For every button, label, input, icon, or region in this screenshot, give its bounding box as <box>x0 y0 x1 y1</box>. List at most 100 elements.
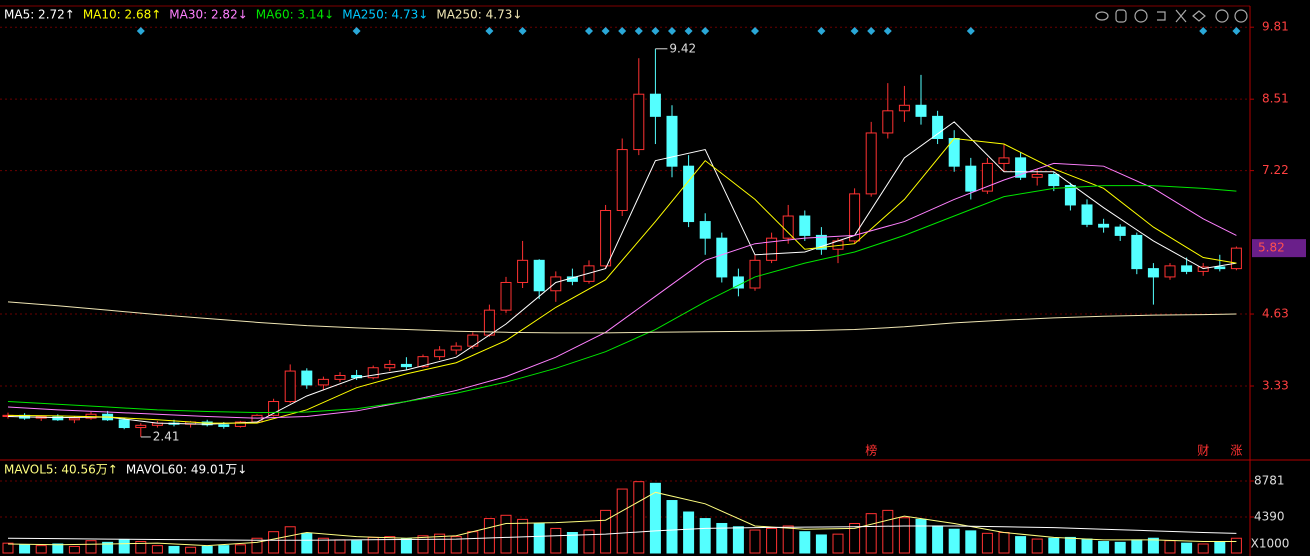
candle-body <box>301 370 313 386</box>
legend-entry: MAVOL5: 40.56万↑ <box>4 463 118 477</box>
legend-entry: MA5: 2.72↑ <box>4 8 75 22</box>
volume-bar <box>1214 541 1226 554</box>
volume-bar <box>417 535 429 554</box>
candle-body <box>334 374 346 380</box>
ma-line <box>7 491 1237 547</box>
candle-body <box>683 165 695 223</box>
volume-bar <box>683 511 695 554</box>
volume-bar <box>268 531 280 554</box>
volume-bar <box>832 533 844 554</box>
candle-body <box>218 424 230 427</box>
candle-body <box>400 363 412 368</box>
volume-bar <box>19 544 31 554</box>
candle-body <box>600 209 612 267</box>
zoom-in-icon[interactable] <box>1215 9 1229 23</box>
volume-bar <box>168 545 180 554</box>
candle-body <box>1131 234 1143 270</box>
volume-bar <box>1230 537 1242 554</box>
legend-entry: MA10: 2.68↑ <box>83 8 161 22</box>
volume-bar <box>334 539 346 554</box>
candle-body <box>882 110 894 134</box>
volume-bar <box>998 532 1010 554</box>
candle-body <box>616 149 628 211</box>
volume-bar <box>1048 537 1060 554</box>
hand-icon[interactable] <box>1115 9 1127 23</box>
signal-marker <box>518 27 527 35</box>
legend-entry: MA60: 3.14↓ <box>256 8 334 22</box>
candle-body <box>699 221 711 239</box>
candle-body <box>633 93 645 151</box>
volume-bar <box>1131 539 1143 554</box>
candle-body <box>981 162 993 192</box>
eye-icon[interactable] <box>1095 11 1109 21</box>
candle-body <box>1031 173 1043 178</box>
event-label: 财 <box>1197 444 1209 458</box>
volume-bar <box>1147 537 1159 554</box>
candle-body <box>550 276 562 292</box>
volume-bar <box>948 528 960 554</box>
signal-marker <box>634 27 643 35</box>
volume-bar <box>1031 538 1043 554</box>
volume-bar <box>2 542 14 554</box>
signal-marker <box>136 27 145 35</box>
volume-bar <box>782 525 794 554</box>
volume-bar <box>102 541 114 554</box>
signal-marker <box>867 27 876 35</box>
ma-line <box>7 137 1237 424</box>
volume-bar <box>351 540 363 554</box>
signal-marker <box>601 27 610 35</box>
signal-marker <box>883 27 892 35</box>
pen-icon[interactable] <box>1192 10 1206 22</box>
volume-unit: X1000 <box>1251 537 1290 551</box>
zoom-out-icon[interactable] <box>1234 9 1248 23</box>
volume-bar <box>52 543 64 554</box>
volume-bar <box>35 545 47 554</box>
legend-entry: MA30: 2.82↓ <box>169 8 247 22</box>
candle-body <box>1064 185 1076 206</box>
legend-entry: MAVOL60: 49.01万↓ <box>126 463 247 477</box>
volume-bar <box>1114 541 1126 554</box>
volume-bar <box>251 537 263 554</box>
candle-body <box>533 259 545 292</box>
volume-bar <box>699 518 711 554</box>
volume-bar <box>965 530 977 554</box>
ma-line <box>7 301 1237 334</box>
candle-body <box>384 363 396 369</box>
candle-body <box>1181 265 1193 272</box>
volume-bar <box>384 536 396 554</box>
play-icon[interactable] <box>1134 9 1148 23</box>
candle-body <box>849 193 861 242</box>
last-price: 5.82 <box>1258 241 1285 255</box>
candle-body <box>1048 173 1060 187</box>
signal-marker <box>1199 27 1208 35</box>
volume-bar <box>815 534 827 554</box>
cut-icon[interactable] <box>1175 9 1187 23</box>
volume-bar <box>517 518 529 554</box>
volume-bar <box>500 514 512 554</box>
candle-body <box>732 276 744 289</box>
ma-line <box>7 121 1237 425</box>
volume-bar <box>849 522 861 554</box>
volume-bar <box>483 518 495 554</box>
volume-bar <box>151 545 163 554</box>
volume-bar <box>633 481 645 554</box>
signal-marker <box>585 27 593 35</box>
candle-body <box>467 334 479 347</box>
candle-body <box>1230 247 1242 270</box>
volume-bar <box>600 509 612 554</box>
candle-body <box>68 417 80 421</box>
y-tick-label: 3.33 <box>1262 379 1289 393</box>
event-label: 榜 <box>865 443 877 458</box>
volume-bar <box>400 538 412 554</box>
signal-marker <box>850 27 859 35</box>
candle-body <box>434 349 446 358</box>
y-tick-label: 8.51 <box>1262 92 1289 106</box>
undo-icon[interactable] <box>1157 11 1166 21</box>
volume-bar <box>234 544 246 554</box>
volume-bar <box>732 526 744 554</box>
signal-marker <box>817 27 826 35</box>
candle-body <box>317 378 329 386</box>
volume-bar <box>616 488 628 554</box>
volume-bar <box>317 537 329 554</box>
